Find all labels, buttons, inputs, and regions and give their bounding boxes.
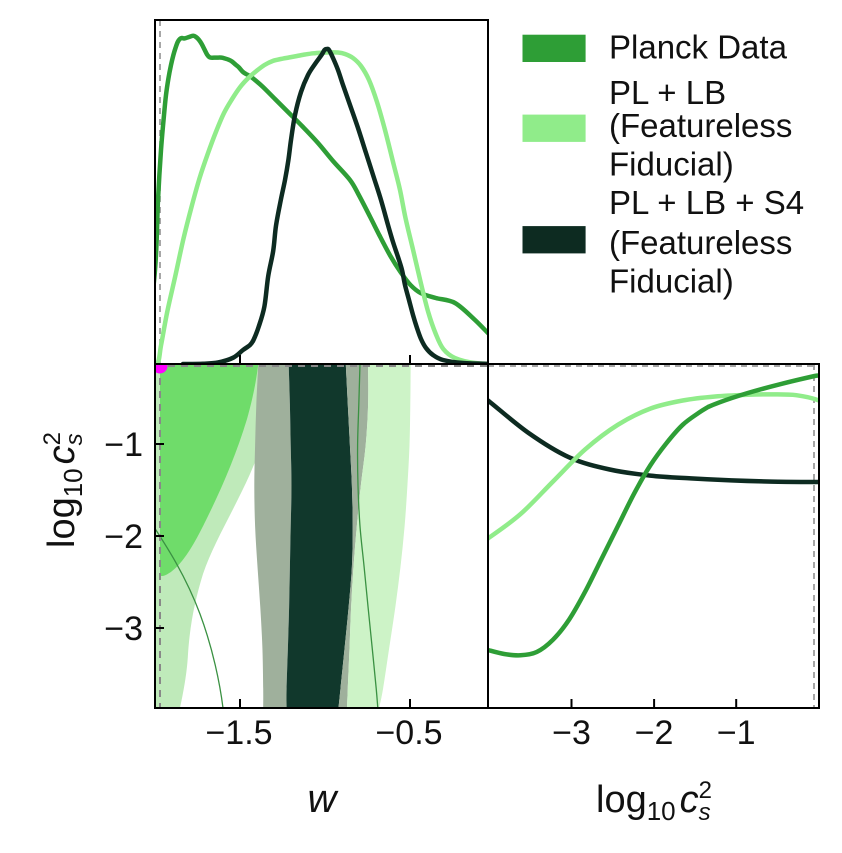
svg-text:w: w <box>308 777 340 821</box>
svg-text:−1: −1 <box>717 714 756 752</box>
svg-text:Fiducial): Fiducial) <box>609 145 734 182</box>
svg-text:Planck Data: Planck Data <box>609 28 788 65</box>
svg-text:−0.5: −0.5 <box>375 714 442 752</box>
svg-text:−3: −3 <box>552 714 591 752</box>
svg-text:−1.5: −1.5 <box>205 714 272 752</box>
svg-text:log10cs2: log10cs2 <box>39 432 88 548</box>
svg-text:(Featureless: (Featureless <box>609 107 792 144</box>
svg-text:−3: −3 <box>104 610 143 648</box>
svg-text:log10cs2: log10cs2 <box>596 777 712 826</box>
svg-text:−1: −1 <box>104 426 143 464</box>
svg-text:−2: −2 <box>104 518 143 556</box>
svg-text:−2: −2 <box>635 714 674 752</box>
svg-text:PL + LB: PL + LB <box>609 74 726 111</box>
svg-text:PL + LB + S4: PL + LB + S4 <box>609 184 804 221</box>
svg-text:(Featureless: (Featureless <box>609 224 792 261</box>
svg-text:Fiducial): Fiducial) <box>609 262 734 299</box>
